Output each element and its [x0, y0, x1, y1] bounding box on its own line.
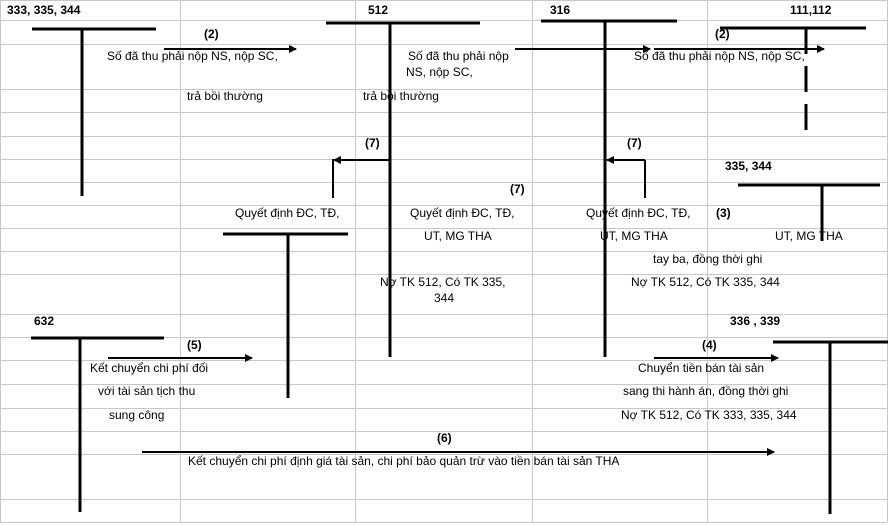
step-6: (6) — [437, 431, 452, 445]
step-2-right: (2) — [715, 27, 730, 41]
ket-chuyen-1: Kết chuyển chi phí đối — [90, 361, 209, 375]
quyet-dinh-right: Quyết định ĐC, TĐ, — [586, 206, 691, 220]
account-316: 316 — [550, 3, 571, 17]
step-5: (5) — [187, 338, 202, 352]
so-da-thu-mid-2: NS, nộp SC, — [406, 65, 473, 79]
step-2-left: (2) — [204, 27, 219, 41]
no512-335-mid-2: 344 — [434, 291, 455, 305]
ut-mg-mid: UT, MG THA — [424, 229, 492, 243]
chuyen-tien-2: sang thi hành án, đồng thời ghi — [623, 384, 789, 398]
ut-mg-right: UT, MG THA — [600, 229, 668, 243]
chuyen-tien-3: Nợ TK 512, Có TK 333, 335, 344 — [621, 408, 797, 422]
ket-chuyen-2: với tài sản tịch thu — [98, 384, 196, 398]
account-335-344: 335, 344 — [725, 159, 772, 173]
account-111-112: 111,112 — [790, 3, 832, 17]
step-7-mid: (7) — [510, 182, 525, 196]
account-336-339: 336 , 339 — [730, 314, 781, 328]
ut-mg-far-right: UT, MG THA — [775, 229, 843, 243]
arrow-7-from-512 — [332, 159, 334, 198]
step-7-left: (7) — [365, 136, 380, 150]
ket-chuyen-3: sung công — [109, 408, 165, 422]
step-4: (4) — [702, 338, 717, 352]
account-632: 632 — [34, 314, 55, 328]
no512-335-344-right: Nợ TK 512, Có TK 335, 344 — [631, 275, 780, 289]
tra-boi-thuong-mid: trả bồi thường — [363, 89, 439, 103]
so-da-thu-mid-1: Số đã thu phải nộp — [408, 49, 509, 63]
so-da-thu-left: Số đã thu phải nộp NS, nộp SC, — [107, 49, 278, 63]
chuyen-tien-1: Chuyển tiền bán tài sản — [638, 361, 765, 375]
tay-ba: tay ba, đồng thời ghi — [653, 252, 763, 266]
account-512: 512 — [368, 3, 389, 17]
ket-chuyen-6: Kết chuyển chi phí định giá tài sản, chi… — [188, 454, 620, 468]
step-3: (3) — [716, 206, 731, 220]
tra-boi-thuong-left: trả bồi thường — [187, 89, 263, 103]
so-da-thu-right: Số đã thu phải nộp NS, nộp SC, — [634, 49, 805, 63]
step-7-right: (7) — [627, 136, 642, 150]
quyet-dinh-mid: Quyết định ĐC, TĐ, — [410, 206, 515, 220]
no512-335-mid-1: Nợ TK 512, Có TK 335, — [380, 275, 506, 289]
account-333-335-344: 333, 335, 344 — [7, 3, 81, 17]
quyet-dinh-left: Quyết định ĐC, TĐ, — [235, 206, 340, 220]
